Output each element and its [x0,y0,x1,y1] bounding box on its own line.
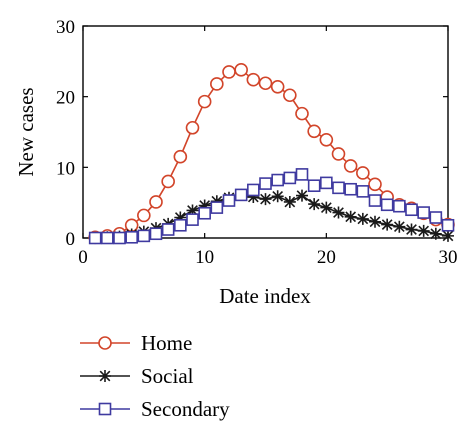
home-point [343,159,358,173]
secondary-point [222,194,236,207]
home-point [331,147,346,161]
series-home [88,63,455,245]
legend-item-home: Home [80,331,192,355]
social-point [296,189,308,202]
y-tick-label: 20 [56,88,75,109]
series-layer [88,63,455,245]
home-point [149,195,163,209]
home-point [246,72,261,87]
social-point [283,195,296,208]
secondary-point [234,188,248,202]
secondary-point [307,179,321,193]
social-point [442,229,454,242]
social-point [405,223,418,236]
secondary-point [198,206,211,220]
home-point [356,166,370,180]
legend-marker-home [98,336,112,350]
secondary-point [344,182,357,196]
home-point [295,106,309,121]
legend-marker-social [99,370,111,382]
home-point [258,76,273,91]
home-point [161,174,175,189]
x-tick-label: 0 [78,247,88,268]
social-point [271,190,284,203]
home-point [307,124,321,139]
legend-marker-secondary [98,402,112,416]
secondary-point [137,229,151,243]
secondary-point [393,199,406,213]
series-secondary [88,168,455,245]
y-tick-label: 30 [56,17,75,38]
plot-frame [82,25,449,239]
home-point [137,208,151,223]
social-point [198,199,211,212]
social-point [417,224,430,237]
y-axis-label: New cases [14,87,38,176]
legend-label: Social [141,364,194,388]
secondary-point [429,211,443,224]
secondary-point [113,231,126,245]
x-axis-label: Date index [219,284,311,308]
social-point [174,211,187,224]
social-point [210,195,223,208]
social-point [344,210,357,223]
secondary-point [174,218,187,232]
x-tick-label: 10 [195,247,214,268]
secondary-point [295,168,309,181]
social-point [369,215,381,228]
secondary-point [368,194,382,207]
home-point [185,120,200,135]
home-point [283,88,297,103]
y-axis: 0 10 20 30 [56,17,448,250]
social-point [429,227,442,240]
secondary-point [283,171,297,185]
legend-label: Home [141,331,192,355]
home-point [234,63,248,77]
secondary-point [186,213,199,226]
social-point [259,193,272,206]
secondary-point [441,218,455,232]
legend-label: Secondary [141,397,230,421]
secondary-point [332,181,345,195]
legend-item-secondary: Secondary [80,397,230,421]
secondary-point [101,231,114,245]
social-point [308,198,321,211]
secondary-point [356,185,370,198]
social-point [186,204,199,217]
secondary-point [405,203,418,217]
social-point [381,218,394,231]
secondary-point [247,183,260,197]
secondary-point [320,176,333,190]
social-point [393,220,406,233]
y-tick-label: 10 [56,158,75,179]
social-point [320,201,333,214]
secondary-point [417,206,430,219]
social-point [247,191,260,204]
home-point [222,65,236,79]
x-tick-label: 30 [439,247,458,268]
secondary-point [161,223,175,236]
secondary-point [149,227,163,241]
secondary-point [271,173,284,187]
home-point [319,132,334,147]
secondary-point [125,230,138,244]
home-point [197,94,212,109]
home-point [210,77,224,91]
home-point [173,149,188,164]
secondary-point [259,177,272,190]
secondary-point [380,198,394,212]
home-point [270,79,285,94]
home-point [368,177,382,192]
x-tick-label: 20 [317,247,336,268]
y-tick-label: 0 [66,229,76,250]
secondary-point [210,201,224,214]
legend: Home Social Secondary [80,331,230,421]
secondary-point [88,231,102,245]
x-axis: 0 10 20 30 [78,26,458,268]
legend-item-social: Social [80,364,194,388]
social-point [356,212,369,225]
social-point [332,206,345,219]
